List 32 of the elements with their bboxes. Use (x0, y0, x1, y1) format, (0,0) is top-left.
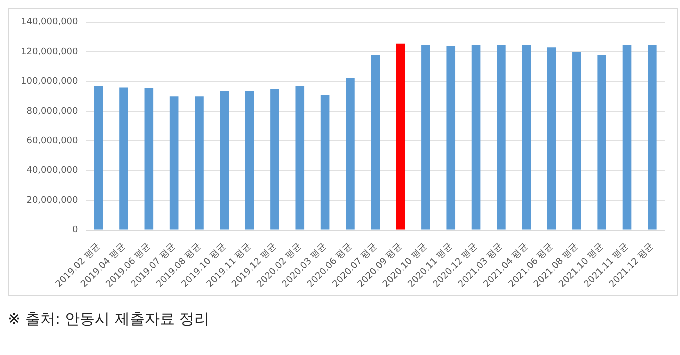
bar (598, 55, 606, 230)
y-tick-label: 40,000,000 (26, 166, 79, 176)
text: ※ 출처: 안동시 제출자료 정리 (8, 310, 210, 329)
bar (622, 45, 632, 230)
bar (346, 78, 355, 230)
bar (572, 52, 582, 230)
y-tick-label: 0 (72, 226, 79, 236)
bar (320, 95, 330, 230)
bar (446, 46, 456, 230)
bar (371, 55, 380, 230)
bar (144, 88, 154, 230)
bar (220, 91, 230, 230)
bar (497, 45, 506, 230)
bar (522, 45, 532, 230)
bar (472, 45, 481, 230)
y-tick-label: 100,000,000 (20, 77, 79, 88)
y-tick-label: 80,000,000 (26, 106, 79, 117)
bar (296, 86, 305, 230)
bar (94, 86, 104, 230)
bar (396, 44, 406, 230)
y-tick-label: 60,000,000 (26, 136, 79, 147)
bar (648, 45, 657, 230)
y-tick-label: 120,000,000 (20, 47, 79, 58)
bar (195, 96, 204, 230)
bar (245, 91, 254, 230)
bar (120, 88, 128, 230)
bar (547, 48, 556, 230)
bar (422, 45, 430, 230)
bar (270, 89, 280, 230)
bar (170, 96, 179, 230)
y-tick-label: 140,000,000 (20, 18, 79, 28)
y-tick-label: 20,000,000 (26, 196, 79, 206)
